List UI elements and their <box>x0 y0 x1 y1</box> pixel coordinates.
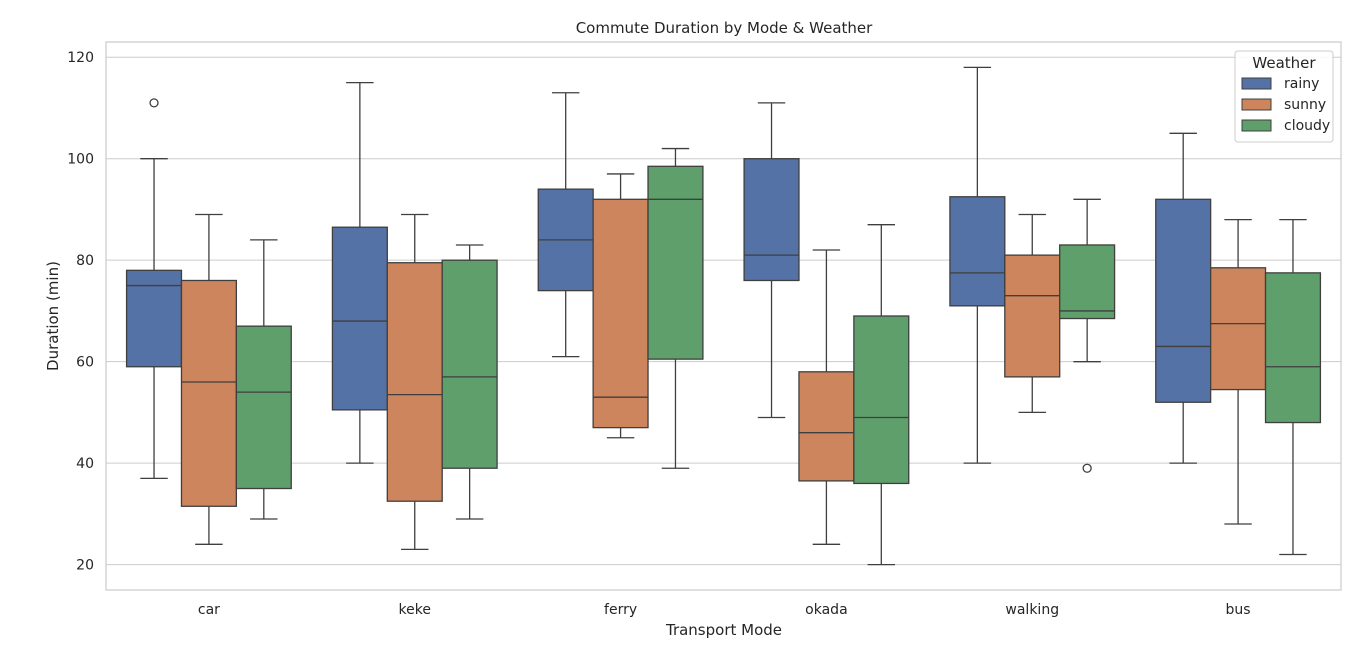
box-rainy-keke <box>331 81 388 464</box>
box-iqr <box>798 371 855 482</box>
y-tick-label: 60 <box>76 355 94 371</box>
box-iqr <box>853 315 910 485</box>
outlier-point <box>149 98 159 108</box>
box-sunny-okada <box>798 249 855 545</box>
x-tick-label: okada <box>805 602 847 618</box>
box-cloudy-car <box>235 239 292 520</box>
legend-item-rainy: rainy <box>1241 76 1319 92</box>
y-axis-ticks: 20 40 60 80 100 120 <box>67 50 94 573</box>
box-sunny-car <box>180 213 238 545</box>
box-iqr <box>180 279 238 507</box>
y-tick-label: 100 <box>67 152 94 168</box>
box-iqr <box>235 325 292 490</box>
box-iqr <box>125 269 183 368</box>
legend-frame <box>1234 50 1334 143</box>
plot-frame <box>105 41 1342 591</box>
x-axis-label: Transport Mode <box>665 621 782 639</box>
legend-swatch <box>1241 77 1272 90</box>
chart-title: Commute Duration by Mode & Weather <box>576 19 873 37</box>
box-iqr <box>386 262 443 502</box>
y-axis-label: Duration (min) <box>44 261 62 371</box>
outlier-point <box>1082 463 1092 473</box>
legend: Weather rainy sunny cloudy <box>1234 50 1334 143</box>
box-iqr <box>1004 254 1061 378</box>
box-rainy-okada <box>743 102 800 419</box>
x-tick-label: walking <box>1005 602 1059 618</box>
boxes <box>125 66 1322 566</box>
box-iqr <box>1059 244 1116 320</box>
x-tick-label: car <box>198 602 220 618</box>
box-sunny-keke <box>386 213 443 551</box>
box-iqr <box>1209 267 1267 391</box>
box-iqr <box>441 259 498 469</box>
grid <box>106 56 1341 566</box>
legend-swatch <box>1241 98 1272 111</box>
x-axis-ticks: car keke ferry okada walking bus <box>198 602 1251 618</box>
box-iqr <box>331 226 388 411</box>
box-rainy-car <box>125 98 183 480</box>
box-iqr <box>1155 198 1212 403</box>
x-tick-label: ferry <box>604 602 637 618</box>
y-tick-label: 20 <box>76 558 94 574</box>
legend-items: rainy sunny cloudy <box>1241 76 1330 134</box>
box-sunny-ferry <box>592 173 649 439</box>
box-iqr <box>743 158 800 282</box>
legend-label: sunny <box>1284 97 1326 113</box>
box-rainy-ferry <box>537 92 594 358</box>
legend-label: cloudy <box>1284 118 1330 134</box>
box-iqr <box>1264 272 1322 424</box>
x-tick-label: bus <box>1226 602 1251 618</box>
box-rainy-bus <box>1155 132 1212 464</box>
x-tick-label: keke <box>399 602 431 618</box>
box-rainy-walking <box>949 66 1006 464</box>
y-tick-label: 120 <box>67 50 94 66</box>
legend-item-cloudy: cloudy <box>1241 118 1330 134</box>
box-sunny-walking <box>1004 213 1061 414</box>
legend-item-sunny: sunny <box>1241 97 1326 113</box>
box-cloudy-bus <box>1264 218 1322 556</box>
legend-swatch <box>1241 119 1272 132</box>
box-cloudy-okada <box>853 224 910 566</box>
box-iqr <box>592 198 649 429</box>
legend-title: Weather <box>1252 54 1316 72</box>
box-iqr <box>647 165 704 360</box>
box-cloudy-keke <box>441 244 498 520</box>
box-iqr <box>949 196 1006 307</box>
y-tick-label: 80 <box>76 253 94 269</box>
box-cloudy-ferry <box>647 147 704 469</box>
legend-label: rainy <box>1284 76 1319 92</box>
y-tick-label: 40 <box>76 456 94 472</box>
box-sunny-bus <box>1209 218 1267 525</box>
box-cloudy-walking <box>1059 198 1116 473</box>
